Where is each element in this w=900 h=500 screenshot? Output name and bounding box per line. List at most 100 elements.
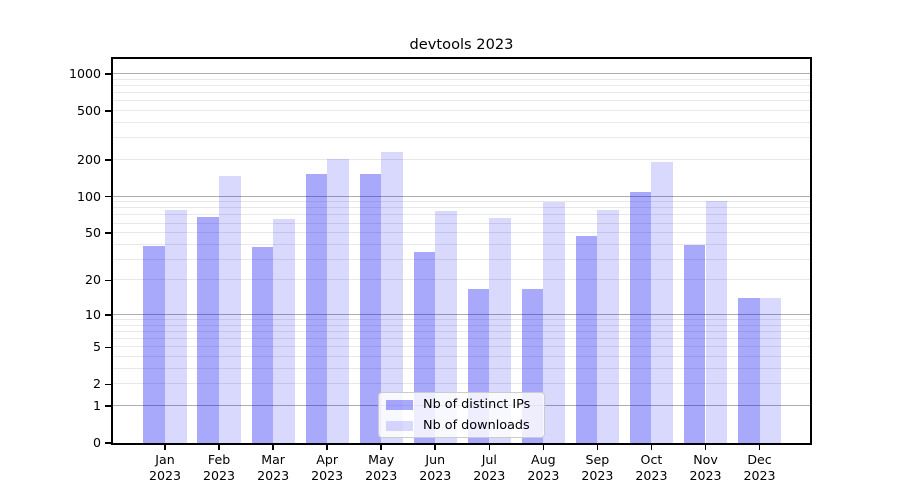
- y-tick-mark: [105, 383, 113, 386]
- gridline-minor: [113, 324, 810, 326]
- gridline-minor: [113, 110, 810, 112]
- bar-downloads: [543, 202, 565, 443]
- x-tick-mark: [704, 445, 707, 450]
- gridline-minor: [113, 122, 810, 124]
- x-tick-mark: [596, 445, 599, 450]
- bar-downloads: [435, 211, 457, 443]
- y-tick-mark: [105, 195, 113, 198]
- gridline-minor: [113, 243, 810, 245]
- x-tick-label: Mar 2023: [257, 452, 290, 483]
- gridline-minor: [113, 201, 810, 203]
- gridline-minor: [113, 214, 810, 216]
- gridline-minor: [113, 383, 810, 385]
- x-tick-mark: [380, 445, 382, 450]
- x-tick-label: Aug 2023: [527, 452, 560, 483]
- bar-downloads: [489, 217, 511, 443]
- y-tick-mark: [105, 110, 113, 112]
- x-tick-mark: [650, 445, 653, 450]
- y-tick-label: 1: [92, 397, 101, 413]
- gridline-minor: [113, 85, 810, 87]
- y-tick-label: 5: [92, 339, 101, 355]
- gridline-minor: [113, 338, 810, 340]
- y-tick-mark: [105, 442, 113, 444]
- gridline-minor: [113, 100, 810, 102]
- y-tick-label: 100: [76, 188, 101, 204]
- gridline-major: [113, 195, 810, 197]
- legend-item-distinct-ips: Nb of distinct IPs: [386, 396, 544, 414]
- x-tick-label: Jul 2023: [473, 452, 506, 483]
- y-tick-mark: [105, 73, 113, 75]
- y-tick-mark: [105, 159, 113, 161]
- x-tick-label: May 2023: [365, 452, 398, 483]
- bar-distinct-ips: [251, 247, 274, 443]
- y-tick-label: 2: [92, 376, 101, 392]
- y-tick-label: 200: [76, 151, 101, 167]
- gridline-minor: [113, 331, 810, 332]
- gridline-minor: [113, 222, 810, 224]
- y-tick-mark: [105, 232, 113, 234]
- gridline-minor: [113, 258, 810, 260]
- y-tick-label: 10: [84, 307, 101, 322]
- gridline-minor: [113, 279, 810, 281]
- gridline-major: [113, 73, 810, 75]
- legend-item-downloads: Nb of downloads: [386, 417, 544, 435]
- bar-downloads: [759, 298, 782, 443]
- x-tick-label: Dec 2023: [743, 452, 776, 483]
- legend-swatch-distinct-ips: [386, 399, 413, 410]
- y-tick-mark: [105, 279, 113, 282]
- x-tick-mark: [218, 445, 220, 450]
- x-tick-mark: [488, 445, 491, 450]
- bar-distinct-ips: [197, 216, 220, 443]
- legend-label-downloads: Nb of downloads: [423, 417, 530, 433]
- y-tick-label: 0: [92, 435, 101, 450]
- y-tick-label: 1000: [68, 66, 101, 82]
- chart-title: devtools 2023: [409, 36, 514, 53]
- x-tick-label: Sep 2023: [581, 452, 614, 483]
- gridline-major: [113, 314, 810, 315]
- gridline-minor: [113, 207, 810, 209]
- x-tick-mark: [272, 445, 274, 450]
- gridline-minor: [113, 319, 810, 321]
- bar-downloads: [273, 219, 295, 443]
- gridline-minor: [113, 356, 810, 358]
- gridline-minor: [113, 92, 810, 94]
- bar-downloads: [327, 159, 349, 443]
- bar-distinct-ips: [143, 246, 165, 443]
- bar-downloads: [381, 152, 403, 443]
- legend: Nb of distinct IPs Nb of downloads: [378, 392, 545, 438]
- x-tick-mark: [164, 445, 166, 450]
- gridline-minor: [113, 368, 810, 369]
- bar-distinct-ips: [683, 244, 706, 443]
- gridline-minor: [113, 78, 810, 80]
- x-tick-label: Jan 2023: [148, 452, 182, 483]
- legend-swatch-downloads: [386, 420, 413, 431]
- bar-distinct-ips: [305, 174, 328, 443]
- x-tick-mark: [434, 445, 437, 450]
- x-tick-label: Nov 2023: [689, 452, 722, 483]
- legend-label-distinct-ips: Nb of distinct IPs: [423, 396, 531, 412]
- plot-area: Nb of distinct IPs Nb of downloads: [105, 59, 810, 450]
- bar-downloads: [219, 175, 241, 443]
- x-tick-mark: [326, 445, 328, 450]
- gridline-minor: [113, 232, 810, 234]
- gridline-minor: [113, 346, 810, 348]
- bar-distinct-ips: [359, 174, 382, 443]
- y-tick-mark: [105, 405, 113, 407]
- gridline-minor: [113, 158, 810, 160]
- y-tick-label: 500: [76, 103, 101, 119]
- bar-downloads: [597, 209, 619, 443]
- y-tick-label: 20: [84, 272, 101, 288]
- x-tick-label: Apr 2023: [311, 452, 344, 483]
- bar-distinct-ips: [629, 191, 652, 443]
- y-tick-label: 50: [84, 225, 101, 241]
- y-tick-mark: [105, 346, 113, 349]
- x-tick-label: Feb 2023: [203, 452, 236, 483]
- x-tick-label: Jun 2023: [419, 452, 452, 483]
- bar-downloads: [705, 201, 728, 443]
- x-tick-label: Oct 2023: [635, 452, 668, 483]
- gridline-minor: [113, 137, 810, 139]
- bar-downloads: [165, 209, 187, 443]
- y-tick-mark: [105, 314, 113, 316]
- x-tick-mark: [542, 445, 545, 450]
